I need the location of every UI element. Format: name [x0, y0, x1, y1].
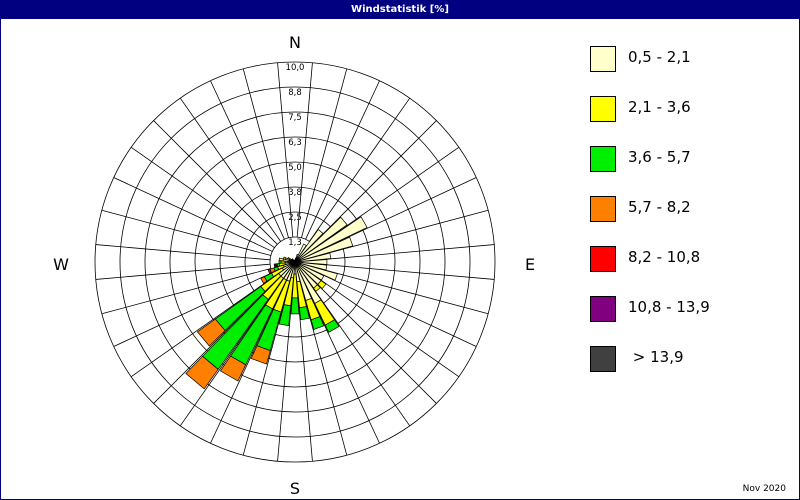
sector-line	[319, 263, 495, 280]
sector-lines	[95, 62, 495, 462]
sector-line	[312, 279, 437, 404]
wind-bar-segment	[317, 280, 327, 290]
sector-line	[101, 268, 271, 315]
radial-tick-label: 3,8	[288, 188, 302, 198]
sector-line	[179, 282, 281, 427]
sector-line	[113, 272, 273, 347]
legend-swatch	[590, 346, 616, 372]
legend-label: 8,2 - 10,8	[628, 248, 701, 266]
legend-swatch	[590, 296, 616, 322]
wind-bar-segment	[290, 297, 300, 315]
sector-line	[210, 80, 285, 240]
sector-line	[242, 286, 289, 456]
radial-ring	[119, 86, 471, 438]
compass-label-south: S	[290, 479, 300, 498]
legend-label: 10,8 - 13,9	[628, 298, 710, 316]
radial-tick-label: 1,3	[288, 238, 302, 248]
legend-label: 3,6 - 5,7	[628, 148, 691, 166]
wind-bar-segment	[260, 276, 268, 284]
wind-bar-segment	[282, 256, 287, 260]
legend-swatch	[590, 96, 616, 122]
sector-line	[305, 284, 380, 444]
wind-bar-segment	[294, 236, 354, 263]
sector-line	[242, 68, 289, 238]
wind-bar-segment	[294, 216, 368, 263]
legend-swatch	[590, 46, 616, 72]
wind-bar-segment	[196, 318, 226, 347]
wind-bar-segment	[294, 228, 324, 263]
sector-line	[101, 209, 271, 256]
radial-ring	[169, 136, 421, 388]
sector-line	[305, 80, 380, 240]
legend-label: > 13,9	[628, 348, 684, 366]
sector-line	[277, 286, 294, 462]
radial-tick-labels: 1,3 2,5 3,8 5,0 6,3 7,5 8,8 10,0	[286, 63, 305, 248]
sector-line	[312, 120, 437, 245]
radial-ring	[194, 161, 396, 363]
wind-bars	[185, 216, 368, 390]
radial-ring	[219, 186, 371, 338]
wind-bar-segment	[287, 256, 291, 260]
sector-line	[319, 244, 495, 261]
radial-tick-label: 7,5	[288, 113, 302, 123]
wind-bar-segment	[324, 319, 340, 333]
wind-bar-segment	[294, 261, 338, 281]
sector-line	[95, 244, 271, 261]
wind-bar-segment	[250, 345, 271, 365]
legend-swatch	[590, 146, 616, 172]
legend-label: 0,5 - 2,1	[628, 48, 691, 66]
wind-bar-segment	[267, 268, 272, 275]
radial-tick-label: 2,5	[288, 213, 302, 223]
legend-label: 5,7 - 8,2	[628, 198, 691, 216]
window-title: Windstatistik [%]	[0, 0, 800, 19]
sector-line	[309, 282, 411, 427]
compass-label-north: N	[289, 33, 301, 52]
sector-line	[319, 268, 489, 315]
wind-bar-segment	[278, 260, 282, 264]
wind-bar-segment	[185, 355, 219, 390]
sector-line	[296, 286, 313, 462]
sector-line	[301, 68, 348, 238]
sector-line	[315, 276, 460, 378]
sector-line	[277, 62, 294, 238]
wind-bar-segment	[278, 304, 292, 327]
radial-tick-label: 5,0	[288, 163, 302, 173]
sector-line	[95, 263, 271, 280]
wind-bar-segment	[294, 252, 332, 263]
radial-tick-label: 10,0	[286, 63, 305, 73]
sector-line	[153, 120, 278, 245]
wind-bar-segment	[273, 263, 277, 268]
wind-bar-segment	[278, 257, 284, 262]
legend-swatch	[590, 196, 616, 222]
radial-ring	[94, 61, 496, 463]
sector-line	[179, 97, 281, 242]
wind-bar-segment	[294, 216, 348, 263]
legend-swatch	[590, 246, 616, 272]
sector-line	[317, 272, 477, 347]
compass-label-east: E	[525, 255, 535, 274]
sector-line	[317, 177, 477, 252]
sector-line	[153, 279, 278, 404]
sector-line	[309, 97, 411, 242]
radial-ring	[144, 111, 446, 413]
wind-bar-segment	[299, 306, 310, 321]
sector-line	[113, 177, 273, 252]
sector-line	[210, 284, 285, 444]
radial-tick-label: 6,3	[288, 138, 302, 148]
sector-line	[319, 209, 489, 256]
sector-line	[301, 286, 348, 456]
wind-bar-segment	[219, 355, 247, 382]
sector-line	[296, 62, 313, 238]
radial-rings	[94, 61, 496, 463]
sector-line	[130, 276, 275, 378]
sector-line	[315, 146, 460, 248]
radial-tick-label: 8,8	[288, 88, 302, 98]
date-footnote: Nov 2020	[742, 484, 786, 494]
legend-label: 2,1 - 3,6	[628, 98, 691, 116]
wind-bar-segment	[313, 284, 321, 292]
compass-label-west: W	[53, 255, 69, 274]
sector-line	[130, 146, 275, 248]
wind-bar-segment	[310, 316, 325, 330]
